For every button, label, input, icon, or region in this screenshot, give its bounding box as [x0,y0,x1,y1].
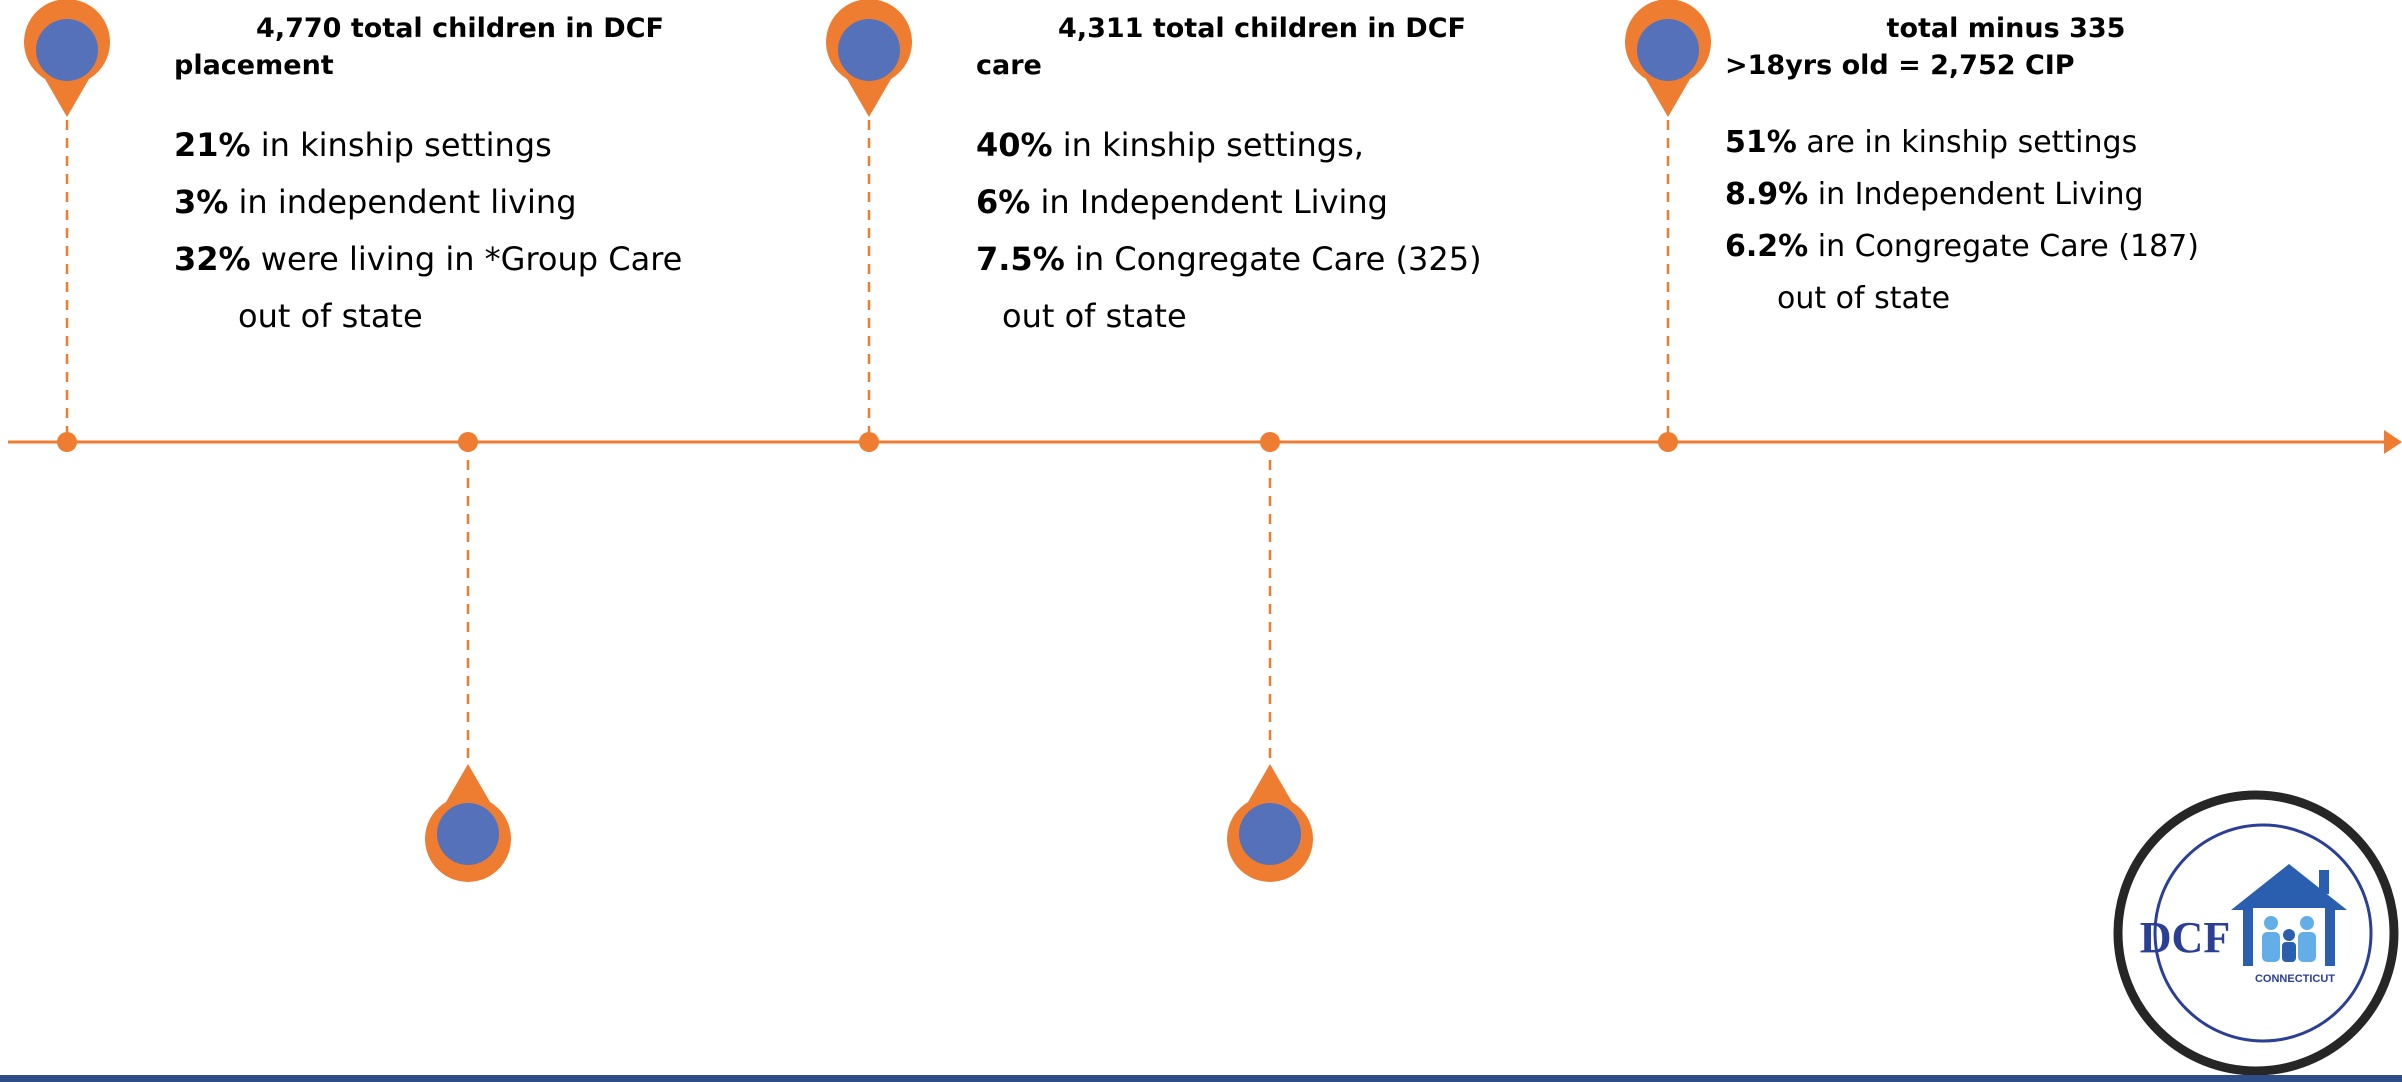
stat-line: 40% in kinship settings, [976,126,1364,164]
map-pin-icon [826,0,912,117]
logo-subtitle: CONNECTICUT [2255,973,2335,985]
milestone-heading-3: total minus 335 >18yrs old = 2,752 CIP [1725,13,2126,81]
stat-line: 32% were living in *Group Care [174,240,683,278]
map-pin-icon [424,764,511,882]
footer-bar [0,1075,2402,1082]
dcf-logo: DCF CONNECTICUT [2113,790,2399,1076]
milestone-stats-2: 40% in kinship settings, 6% in Independe… [976,117,1482,345]
stat-line: out of state [1002,297,1187,335]
axis-dot-1 [57,432,77,452]
stat-line: 21% in kinship settings [174,126,552,164]
map-pin-icon [1625,0,1711,117]
stat-line: 3% in independent living [174,183,577,221]
milestone-heading-2: 4,311 total children in DCF care [976,13,1466,81]
milestone-heading-1: 4,770 total children in DCF placement [174,13,664,81]
stat-line: 6.2% in Congregate Care (187) [1725,229,2199,264]
milestone-stats-3: 51% are in kinship settings 8.9% in Inde… [1725,117,2199,325]
house-family-icon [2231,864,2347,966]
map-pin-icon [24,0,110,117]
timeline-arrowhead [2384,430,2402,454]
axis-dot-3 [859,432,879,452]
logo-wordmark: DCF [2140,913,2230,962]
axis-dot-4 [1260,432,1280,452]
stat-line: 51% are in kinship settings [1725,125,2138,160]
stat-line: out of state [238,297,423,335]
axis-dot-2 [458,432,478,452]
stat-line: out of state [1777,281,1951,316]
stat-line: 8.9% in Independent Living [1725,177,2144,212]
map-pin-icon [1226,764,1313,882]
stat-line: 6% in Independent Living [976,183,1388,221]
axis-dot-5 [1658,432,1678,452]
stat-line: 7.5% in Congregate Care (325) [976,240,1482,278]
milestone-stats-1: 21% in kinship settings 3% in independen… [174,117,682,345]
